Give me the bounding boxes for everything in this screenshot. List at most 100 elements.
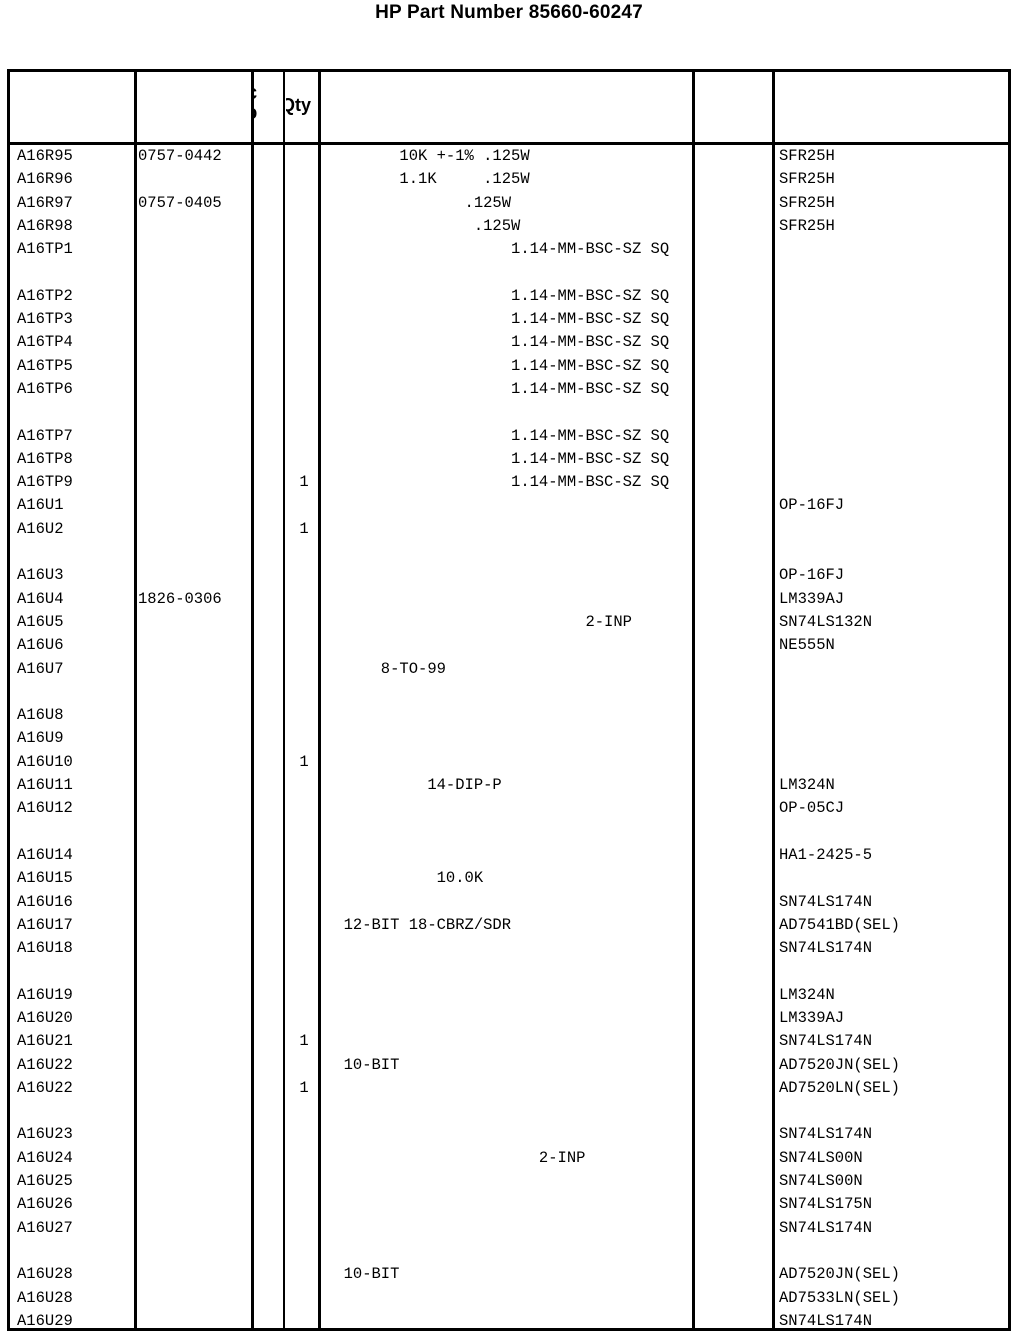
cell-description: 10K +-1% .125W [325, 147, 530, 165]
cell-ref-designator: A16U5 [17, 612, 64, 631]
table-row: A16U27 SN74LS174N [7, 1217, 1011, 1240]
cell-description: 1.14-MM-BSC-SZ SQ [325, 473, 670, 492]
cell-mfr-part-number: OP-16FJ [779, 496, 845, 515]
table-row: A16TP4 1.14-MM-BSC-SZ SQ [7, 331, 1011, 354]
sliver-glyphs: C D [254, 86, 257, 126]
header-mfr-code [695, 69, 772, 142]
cell-ref-designator: A16U9 [17, 729, 64, 748]
cell-hp-part-number: 0757-0442 [138, 147, 222, 165]
cell-description: 12-BIT 18-CBRZ/SDR [325, 915, 512, 934]
column-rule-sliver-qty [283, 69, 285, 1331]
cell-ref-designator: A16U11 [17, 776, 73, 795]
cell-description: 1.14-MM-BSC-SZ SQ [325, 449, 670, 468]
cell-description: 1.14-MM-BSC-SZ SQ [325, 356, 670, 375]
cell-qty: 1 [299, 519, 309, 538]
table-row: A16U19 LM324N [7, 984, 1011, 1007]
table-row: A16R96 1.1K .125W SFR25H [7, 168, 1011, 191]
cell-ref-designator: A16U2 [17, 519, 64, 538]
cell-mfr-part-number: SFR25H [779, 170, 835, 189]
cell-ref-designator: A16U25 [17, 1172, 73, 1191]
table-row: A16U10 1 [7, 751, 1011, 774]
cell-ref-designator: A16TP1 [17, 240, 73, 259]
cell-description: 1.14-MM-BSC-SZ SQ [325, 310, 670, 329]
cell-ref-designator: A16U28 [17, 1265, 73, 1284]
cell-mfr-part-number: SN74LS174N [779, 1032, 873, 1051]
header-sliver-column: C D [254, 69, 283, 142]
cell-description: 2-INP [325, 1148, 586, 1167]
cell-description: .125W [325, 193, 512, 212]
cell-ref-designator: A16U4 [17, 589, 64, 608]
cell-mfr-part-number: LM324N [779, 776, 835, 795]
cell-description: .125W [325, 216, 521, 235]
cell-ref-designator: A16TP7 [17, 426, 73, 445]
cell-ref-designator: A16R95 [17, 147, 73, 165]
cell-ref-designator: A16R97 [17, 193, 73, 212]
cell-ref-designator: A16U8 [17, 706, 64, 725]
cell-ref-designator: A16U14 [17, 845, 73, 864]
cell-ref-designator: A16U6 [17, 636, 64, 655]
table-row: A16U15 10.0K [7, 867, 1011, 890]
table-row: A16U12 OP-05CJ [7, 797, 1011, 820]
cell-mfr-part-number: SFR25H [779, 216, 835, 235]
table-row-spacer [7, 1100, 1011, 1123]
table-row-spacer [7, 541, 1011, 564]
cell-ref-designator: A16U27 [17, 1218, 73, 1237]
cell-ref-designator: A16R98 [17, 216, 73, 235]
table-row: A16TP6 1.14-MM-BSC-SZ SQ [7, 378, 1011, 401]
cell-description: 1.14-MM-BSC-SZ SQ [325, 426, 670, 445]
table-row: A16U6 NE555N [7, 634, 1011, 657]
header-hp-part-number [137, 69, 251, 142]
table-row: A16U3 OP-16FJ [7, 564, 1011, 587]
cell-mfr-part-number: SFR25H [779, 193, 835, 212]
cell-ref-designator: A16U10 [17, 752, 73, 771]
table-row-spacer [7, 821, 1011, 844]
table-row-spacer [7, 1240, 1011, 1263]
table-body: A16R95 0757-0442 10K +-1% .125W SFR25H A16R… [7, 145, 1011, 1331]
table-row: A16U2 1 [7, 518, 1011, 541]
table-row: A16U25 SN74LS00N [7, 1170, 1011, 1193]
table-top-border [7, 69, 1011, 72]
cell-mfr-part-number: AD7541BD(SEL) [779, 915, 900, 934]
column-rule-right-edge [1008, 69, 1011, 1331]
cell-mfr-part-number: OP-05CJ [779, 799, 845, 818]
column-rule-left-edge [7, 69, 10, 1331]
cell-mfr-part-number: SFR25H [779, 147, 835, 165]
cell-ref-designator: A16U23 [17, 1125, 73, 1144]
table-row-spacer [7, 401, 1011, 424]
cell-ref-designator: A16U24 [17, 1148, 73, 1167]
cell-ref-designator: A16TP4 [17, 333, 73, 352]
cell-qty: 1 [299, 473, 309, 492]
cell-mfr-part-number: SN74LS174N [779, 1125, 873, 1144]
cell-mfr-part-number: AD7520JN(SEL) [779, 1055, 900, 1074]
cell-ref-designator: A16U22 [17, 1055, 73, 1074]
table-row: A16U4 1826-0306 LM339AJ [7, 588, 1011, 611]
table-row: A16U5 2-INP SN74LS132N [7, 611, 1011, 634]
cell-mfr-part-number: AD7533LN(SEL) [779, 1288, 900, 1307]
cell-ref-designator: A16U1 [17, 496, 64, 515]
cell-mfr-part-number: LM339AJ [779, 589, 845, 608]
cell-qty: 1 [299, 1078, 309, 1097]
column-rule-desc-mfr [692, 69, 695, 1331]
table-row: A16U24 2-INP SN74LS00N [7, 1147, 1011, 1170]
cell-description: 1.14-MM-BSC-SZ SQ [325, 333, 670, 352]
cell-mfr-part-number: SN74LS00N [779, 1148, 863, 1167]
cell-ref-designator: A16U22 [17, 1078, 73, 1097]
cell-mfr-part-number: AD7520JN(SEL) [779, 1265, 900, 1284]
cell-ref-designator: A16U29 [17, 1311, 73, 1330]
cell-ref-designator: A16U18 [17, 939, 73, 958]
cell-mfr-part-number: SN74LS174N [779, 939, 873, 958]
header-description [321, 69, 692, 142]
cell-ref-designator: A16U17 [17, 915, 73, 934]
cell-mfr-part-number: SN74LS175N [779, 1195, 873, 1214]
cell-description: 1.1K .125W [325, 170, 530, 189]
table-row: A16U16 SN74LS174N [7, 891, 1011, 914]
cell-ref-designator: A16U26 [17, 1195, 73, 1214]
table-row: A16R97 0757-0405 .125W SFR25H [7, 192, 1011, 215]
cell-ref-designator: A16TP5 [17, 356, 73, 375]
cell-mfr-part-number: SN74LS174N [779, 1311, 873, 1330]
cell-mfr-part-number: AD7520LN(SEL) [779, 1078, 900, 1097]
table-row: A16U7 8-TO-99 [7, 658, 1011, 681]
table-row: A16TP8 1.14-MM-BSC-SZ SQ [7, 448, 1011, 471]
table-row: A16U14 HA1-2425-5 [7, 844, 1011, 867]
cell-hp-part-number: 0757-0405 [138, 193, 222, 212]
